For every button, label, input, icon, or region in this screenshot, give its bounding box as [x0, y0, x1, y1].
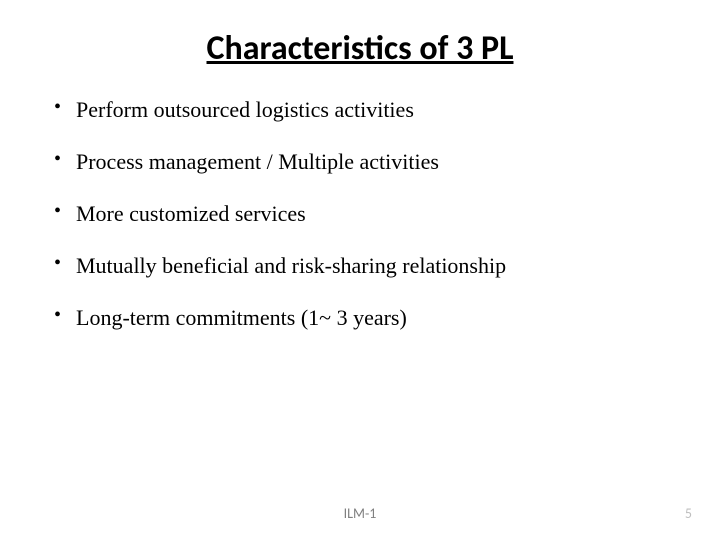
bullet-text: Process management / Multiple activities	[76, 149, 439, 174]
bullet-text: More customized services	[76, 201, 306, 226]
list-item: Mutually beneficial and risk-sharing rel…	[48, 253, 672, 279]
page-number: 5	[685, 505, 692, 522]
bullet-text: Mutually beneficial and risk-sharing rel…	[76, 253, 506, 278]
list-item: Perform outsourced logistics activities	[48, 97, 672, 123]
bullet-text: Perform outsourced logistics activities	[76, 97, 414, 122]
bullet-list: Perform outsourced logistics activities …	[48, 97, 672, 331]
slide-title: Characteristics of 3 PL	[48, 28, 672, 69]
slide: Characteristics of 3 PL Perform outsourc…	[0, 0, 720, 540]
list-item: Process management / Multiple activities	[48, 149, 672, 175]
list-item: More customized services	[48, 201, 672, 227]
list-item: Long-term commitments (1~ 3 years)	[48, 305, 672, 331]
bullet-text: Long-term commitments (1~ 3 years)	[76, 305, 407, 330]
footer-center-text: ILM-1	[0, 505, 720, 522]
